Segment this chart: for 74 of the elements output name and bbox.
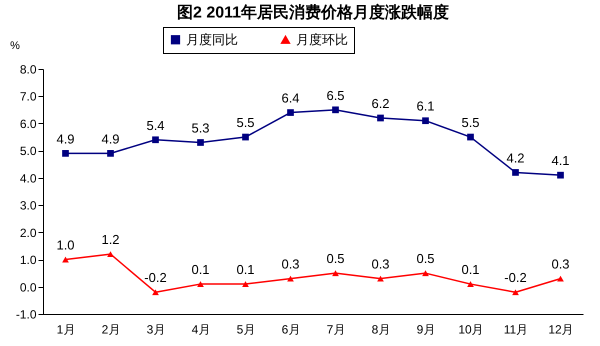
y-tick-label: 5.0 <box>20 144 37 158</box>
data-label: 6.1 <box>416 98 435 114</box>
data-label: 4.9 <box>101 131 120 146</box>
y-tick-label: 8.0 <box>20 62 37 76</box>
point <box>152 136 159 144</box>
point <box>62 150 69 157</box>
legend-label: 月度同比 <box>186 32 238 47</box>
data-label: 0.5 <box>326 251 345 266</box>
x-tick-label: 5月 <box>236 322 256 336</box>
data-label: 0.5 <box>416 251 435 266</box>
point <box>107 150 114 157</box>
point <box>422 117 429 124</box>
data-label: 4.1 <box>551 153 570 168</box>
data-label: -0.2 <box>144 270 167 286</box>
data-label: 5.5 <box>461 115 480 130</box>
point <box>422 270 429 276</box>
point <box>242 281 249 287</box>
y-tick-label: 6.0 <box>20 116 37 131</box>
y-axis-title: % <box>10 40 20 52</box>
data-label: 0.1 <box>461 262 480 278</box>
data-label: 6.2 <box>371 96 390 111</box>
data-label: 4.9 <box>56 131 75 146</box>
x-tick-label: 1月 <box>56 322 76 336</box>
x-tick-label: 4月 <box>192 322 210 336</box>
y-tick-label: 1.0 <box>20 253 37 268</box>
point <box>152 289 159 296</box>
x-tick-label: 10月 <box>458 322 484 336</box>
data-label: 0.3 <box>281 256 300 272</box>
point <box>557 172 564 179</box>
data-label: 0.3 <box>551 256 570 272</box>
data-label: 1.0 <box>56 238 75 253</box>
x-tick-label: 9月 <box>416 322 436 336</box>
y-tick-label: 4.0 <box>20 171 37 186</box>
data-label: -0.2 <box>504 270 527 286</box>
point <box>62 256 69 262</box>
point <box>512 289 519 296</box>
point <box>512 169 519 176</box>
legend-label: 月度环比 <box>296 32 348 47</box>
data-label: 6.4 <box>281 90 300 106</box>
data-label: 0.1 <box>236 262 255 278</box>
data-label: 5.4 <box>146 118 165 133</box>
point <box>557 276 564 282</box>
data-label: 4.2 <box>506 150 525 166</box>
point <box>107 251 114 258</box>
x-tick-label: 7月 <box>326 322 346 336</box>
x-tick-label: 6月 <box>282 322 300 336</box>
y-tick-label: -1.0 <box>16 308 37 322</box>
x-tick-label: 3月 <box>146 322 166 336</box>
point <box>377 114 384 122</box>
point <box>332 106 339 114</box>
point <box>377 276 384 282</box>
data-label: 5.5 <box>236 115 255 130</box>
y-tick-label: 7.0 <box>20 90 37 104</box>
y-tick-label: 2.0 <box>20 226 37 240</box>
point <box>287 109 294 116</box>
data-label: 0.1 <box>191 262 210 278</box>
x-tick-label: 8月 <box>372 322 390 336</box>
point <box>467 281 474 287</box>
data-label: 6.5 <box>326 88 345 103</box>
point <box>332 270 339 276</box>
point <box>197 139 204 146</box>
data-label: 0.3 <box>371 256 390 272</box>
y-tick-label: 0.0 <box>20 280 37 294</box>
point <box>242 134 249 140</box>
y-tick-label: 3.0 <box>20 198 37 213</box>
x-tick-label: 2月 <box>102 322 120 336</box>
x-tick-label: 12月 <box>548 322 574 336</box>
point <box>287 276 294 282</box>
chart-title: 图2 2011年居民消费价格月度涨跌幅度 <box>176 2 450 22</box>
data-label: 1.2 <box>101 232 120 248</box>
x-tick-label: 11月 <box>504 322 528 336</box>
data-label: 5.3 <box>191 120 210 136</box>
point <box>467 134 474 140</box>
point <box>197 281 204 287</box>
